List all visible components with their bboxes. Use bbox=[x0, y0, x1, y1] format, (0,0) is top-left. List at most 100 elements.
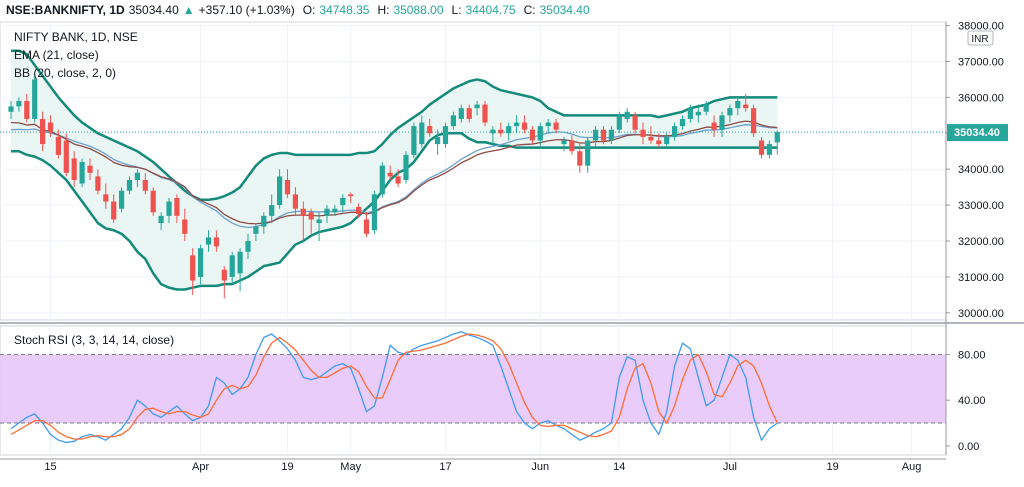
candle bbox=[458, 108, 464, 119]
candle bbox=[324, 208, 330, 216]
candle bbox=[719, 115, 725, 130]
candle bbox=[253, 226, 259, 234]
time-tick-label: Aug bbox=[902, 461, 922, 473]
candle bbox=[569, 140, 575, 152]
time-tick-label: 14 bbox=[613, 461, 625, 473]
candle bbox=[664, 136, 670, 145]
candle bbox=[47, 122, 54, 132]
candle bbox=[537, 126, 543, 141]
price-tick-label: 36000.00 bbox=[958, 92, 1004, 104]
price-tick-label: 37000.00 bbox=[958, 56, 1004, 68]
candle bbox=[553, 122, 559, 130]
chart-title-legend[interactable]: NIFTY BANK, 1D, NSE bbox=[14, 30, 138, 44]
candle bbox=[198, 248, 204, 277]
candle bbox=[308, 212, 314, 220]
candle bbox=[506, 126, 512, 134]
stoch-d-line bbox=[10, 333, 778, 440]
candle bbox=[16, 100, 22, 107]
low-value: 34404.75 bbox=[465, 3, 516, 17]
candle bbox=[442, 126, 449, 145]
candle bbox=[435, 136, 441, 145]
candle bbox=[245, 241, 251, 252]
last-price-label: 35034.40 bbox=[954, 127, 1000, 139]
symbol-header: NSE:BANKNIFTY, 1D 35034.40 ▲ +357.10 (+1… bbox=[6, 1, 590, 19]
candle bbox=[261, 215, 267, 227]
symbol-label[interactable]: NSE:BANKNIFTY, 1D bbox=[6, 3, 125, 17]
candle bbox=[743, 104, 749, 109]
high-value: 35088.00 bbox=[393, 3, 444, 17]
candle bbox=[340, 197, 346, 206]
candle bbox=[766, 144, 772, 155]
stoch-tick-label: 80.00 bbox=[958, 350, 986, 362]
candle bbox=[632, 115, 638, 130]
time-tick-label: Apr bbox=[192, 461, 209, 473]
stoch-tick-label: 0.00 bbox=[958, 441, 979, 453]
last-price-badge bbox=[947, 124, 1008, 142]
price-tick-label: 33000.00 bbox=[958, 200, 1004, 212]
candle bbox=[229, 255, 235, 277]
candle bbox=[134, 172, 140, 180]
stoch-tick-label: 40.00 bbox=[958, 395, 986, 407]
candle bbox=[585, 140, 591, 166]
bb-lower-line bbox=[11, 132, 778, 291]
candle bbox=[119, 190, 125, 209]
candle bbox=[395, 176, 401, 184]
ema-legend[interactable]: EMA (21, close) bbox=[14, 48, 99, 62]
candle bbox=[284, 179, 291, 195]
candle bbox=[79, 162, 85, 184]
candle bbox=[87, 165, 93, 173]
ema-line bbox=[10, 120, 778, 225]
candle bbox=[237, 251, 243, 274]
candle bbox=[427, 126, 433, 134]
candle bbox=[774, 132, 780, 143]
price-tick-label: 30000.00 bbox=[958, 308, 1004, 320]
candle bbox=[695, 111, 701, 116]
candle bbox=[190, 255, 196, 281]
candle bbox=[600, 129, 607, 141]
time-tick-label: 19 bbox=[281, 461, 293, 473]
candle bbox=[316, 219, 322, 224]
candle bbox=[490, 129, 496, 134]
low-label: L: bbox=[451, 3, 462, 17]
candle bbox=[703, 104, 709, 112]
candle bbox=[474, 104, 480, 109]
price-tick-label: 32000.00 bbox=[958, 236, 1004, 248]
candle bbox=[371, 194, 377, 231]
candle bbox=[758, 140, 765, 155]
stoch-rsi-legend[interactable]: Stoch RSI (3, 3, 14, 14, close) bbox=[14, 333, 175, 347]
candle bbox=[363, 219, 370, 234]
currency-box bbox=[967, 30, 994, 46]
candle bbox=[379, 165, 385, 195]
bb-legend[interactable]: BB (20, close, 2, 0) bbox=[14, 66, 117, 80]
candle bbox=[356, 206, 362, 215]
candle bbox=[521, 122, 528, 130]
candle bbox=[182, 219, 188, 234]
high-label: H: bbox=[377, 3, 390, 17]
last-price: 35034.40 bbox=[128, 3, 179, 17]
candle bbox=[32, 79, 38, 119]
bb-fill bbox=[11, 50, 778, 290]
up-arrow-icon: ▲ bbox=[182, 3, 195, 17]
stoch-k-line bbox=[10, 331, 778, 444]
candle bbox=[640, 129, 646, 137]
price-tick-label: 38000.00 bbox=[958, 21, 1004, 33]
candle bbox=[166, 201, 172, 216]
candle bbox=[624, 111, 630, 119]
candle bbox=[332, 208, 338, 213]
candle bbox=[95, 176, 101, 191]
currency-label: INR bbox=[971, 34, 988, 45]
candle bbox=[63, 140, 69, 173]
candle bbox=[158, 215, 164, 224]
candle bbox=[561, 140, 567, 145]
candle bbox=[300, 208, 306, 216]
candle bbox=[103, 194, 109, 202]
change-value: +357.10 (+1.03%) bbox=[198, 3, 295, 17]
candle bbox=[419, 122, 425, 145]
time-tick-label: Jul bbox=[723, 461, 737, 473]
candle bbox=[672, 126, 678, 137]
candle bbox=[735, 100, 741, 109]
candle bbox=[577, 151, 583, 166]
candle bbox=[111, 201, 117, 220]
candle bbox=[727, 108, 733, 116]
